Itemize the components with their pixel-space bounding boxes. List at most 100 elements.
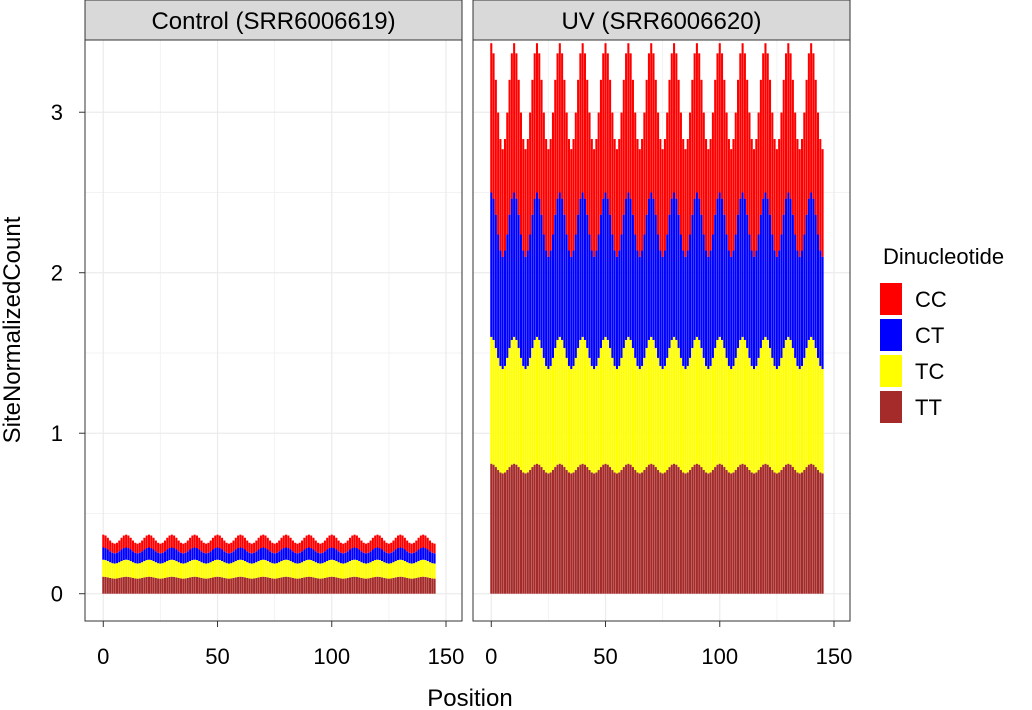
bar-tc: [333, 560, 336, 577]
bar-tt: [666, 470, 669, 594]
bar-tt: [403, 577, 406, 594]
bar-tc: [104, 560, 107, 577]
bar-ct: [323, 551, 326, 563]
bar-tc: [239, 559, 242, 577]
bar-tc: [812, 339, 815, 465]
bar-cc: [529, 112, 532, 235]
bar-tc: [330, 559, 333, 577]
bar-tt: [250, 578, 253, 594]
bar-tt: [622, 467, 625, 594]
bar-tc: [134, 563, 137, 579]
bar-cc: [186, 540, 189, 552]
bar-tc: [618, 365, 621, 473]
bar-ct: [602, 198, 605, 340]
bar-cc: [310, 535, 313, 549]
bar-tt: [383, 577, 386, 594]
bar-cc: [519, 112, 523, 235]
bar-tt: [285, 576, 288, 594]
bar-tc: [273, 563, 276, 579]
bar-tc: [431, 563, 434, 579]
bar-ct: [517, 214, 520, 349]
bar-cc: [205, 543, 208, 554]
bar-tc: [111, 563, 114, 579]
bar-ct: [814, 214, 817, 349]
bar-ct: [789, 198, 792, 340]
bar-cc: [298, 542, 301, 553]
bar-tt: [556, 464, 559, 594]
bar-cc: [517, 79, 520, 215]
bar-ct: [762, 198, 765, 340]
bar-tc: [177, 562, 180, 578]
bar-ct: [321, 552, 324, 564]
bar-ct: [214, 548, 217, 561]
bar-tc: [556, 339, 559, 465]
bar-ct: [186, 551, 189, 563]
bar-tc: [711, 357, 714, 471]
bar-cc: [360, 540, 363, 552]
bar-cc: [565, 112, 568, 235]
bar-tt: [800, 472, 804, 594]
bar-tc: [415, 562, 418, 578]
bar-tc: [734, 357, 737, 471]
bar-ct: [145, 548, 148, 561]
bar-cc: [615, 149, 618, 257]
bar-tc: [241, 560, 244, 577]
strip-control: [84, 0, 463, 41]
bar-tt: [335, 577, 338, 594]
bar-ct: [376, 547, 379, 560]
bar-tt: [778, 472, 781, 594]
bar-tc: [122, 560, 125, 577]
bar-cc: [426, 537, 429, 550]
bar-tc: [282, 560, 285, 577]
bar-tt: [602, 464, 605, 594]
bar-tc: [221, 561, 224, 578]
bar-tt: [232, 577, 235, 594]
bar-cc: [686, 139, 689, 251]
bar-cc: [670, 53, 673, 199]
bar-tt: [291, 577, 294, 594]
bar-tc: [764, 336, 767, 464]
bar-ct: [506, 234, 509, 358]
bar-tc: [207, 563, 210, 579]
bar-tt: [565, 470, 568, 594]
bar-tc: [218, 560, 221, 577]
bar-cc: [579, 53, 582, 199]
bar-ct: [104, 548, 107, 561]
bar-cc: [753, 149, 756, 257]
bar-tc: [298, 563, 301, 579]
bar-cc: [784, 53, 788, 199]
bar-tt: [227, 578, 230, 594]
bar-tt: [796, 472, 799, 594]
bar-tc: [513, 336, 516, 464]
bar-cc: [812, 53, 815, 199]
bar-tt: [106, 577, 109, 594]
bar-ct: [125, 547, 128, 560]
bar-tt: [787, 463, 790, 594]
x-tick-label: 0: [485, 644, 497, 669]
bar-tc: [748, 357, 751, 471]
bar-tc: [716, 339, 719, 465]
bar-tt: [503, 472, 507, 594]
bar-ct: [230, 552, 233, 564]
bar-ct: [422, 547, 425, 560]
bar-tc: [810, 336, 813, 464]
bar-ct: [401, 548, 404, 561]
bar-tc: [335, 561, 338, 578]
bar-ct: [519, 234, 523, 358]
bar-tc: [574, 357, 577, 471]
bar-tt: [339, 578, 342, 594]
bar-ct: [679, 234, 682, 358]
bar-ct: [362, 552, 365, 564]
bar-cc: [506, 112, 509, 235]
bar-ct: [291, 551, 294, 563]
bar-tt: [816, 470, 820, 594]
y-axis-title: SiteNormalizedCount: [0, 216, 26, 443]
bar-tc: [237, 560, 240, 577]
bar-ct: [339, 552, 342, 564]
bar-cc: [499, 139, 502, 251]
bar-ct: [529, 234, 532, 358]
bar-tt: [561, 464, 564, 594]
bar-tt: [323, 577, 326, 594]
bar-tc: [387, 563, 390, 579]
bar-tc: [819, 365, 822, 473]
